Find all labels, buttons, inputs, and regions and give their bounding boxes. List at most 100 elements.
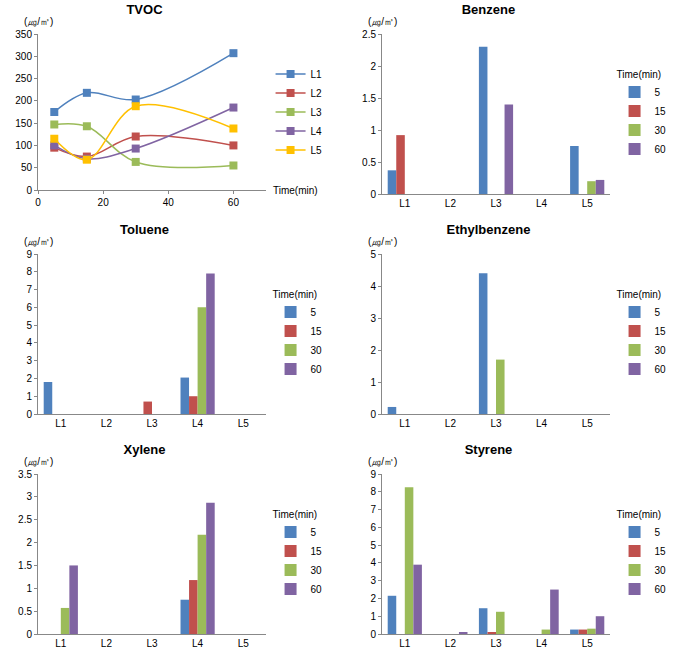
svg-text:L1: L1: [55, 418, 67, 429]
svg-text:5: 5: [26, 320, 32, 331]
svg-text:L1: L1: [399, 418, 411, 429]
svg-text:0: 0: [370, 189, 376, 200]
svg-text:3: 3: [26, 355, 32, 366]
svg-text:L3: L3: [490, 638, 502, 649]
svg-text:60: 60: [655, 584, 667, 595]
svg-text:6: 6: [26, 302, 32, 313]
svg-text:1: 1: [370, 377, 376, 388]
svg-text:Time(min): Time(min): [273, 509, 318, 520]
svg-text:L3: L3: [311, 107, 323, 118]
svg-text:TVOC: TVOC: [126, 2, 163, 17]
svg-text:2: 2: [26, 373, 32, 384]
svg-text:(㎍/㎥): (㎍/㎥): [368, 456, 397, 467]
svg-text:30: 30: [655, 345, 667, 356]
svg-text:L5: L5: [582, 198, 594, 209]
svg-text:0: 0: [26, 185, 32, 196]
svg-text:L4: L4: [536, 638, 548, 649]
svg-text:40: 40: [163, 197, 175, 208]
svg-text:Time(min): Time(min): [273, 185, 318, 196]
svg-text:60: 60: [311, 584, 323, 595]
svg-text:L4: L4: [536, 418, 548, 429]
svg-text:8: 8: [370, 486, 376, 497]
svg-text:5: 5: [311, 307, 317, 318]
svg-text:4: 4: [370, 281, 376, 292]
svg-text:L4: L4: [311, 126, 323, 137]
svg-text:3: 3: [370, 575, 376, 586]
svg-text:Time(min): Time(min): [617, 509, 662, 520]
svg-text:4: 4: [26, 337, 32, 348]
svg-text:0.5: 0.5: [362, 157, 376, 168]
svg-text:8: 8: [26, 266, 32, 277]
svg-text:L1: L1: [399, 198, 411, 209]
svg-text:L5: L5: [238, 418, 250, 429]
svg-text:L1: L1: [399, 638, 411, 649]
svg-text:0: 0: [370, 409, 376, 420]
svg-text:0: 0: [370, 629, 376, 640]
svg-text:200: 200: [15, 95, 32, 106]
svg-text:L2: L2: [101, 638, 113, 649]
svg-text:30: 30: [311, 345, 323, 356]
svg-text:L3: L3: [490, 418, 502, 429]
svg-text:Toluene: Toluene: [120, 222, 169, 237]
svg-text:(㎍/㎥): (㎍/㎥): [24, 236, 53, 247]
svg-text:L4: L4: [192, 638, 204, 649]
svg-text:(㎍/㎥): (㎍/㎥): [368, 236, 397, 247]
svg-text:15: 15: [655, 326, 667, 337]
svg-text:L1: L1: [55, 638, 67, 649]
svg-text:1.5: 1.5: [18, 560, 32, 571]
svg-text:L2: L2: [445, 638, 457, 649]
svg-text:60: 60: [311, 364, 323, 375]
svg-text:6: 6: [370, 522, 376, 533]
svg-text:0: 0: [26, 409, 32, 420]
svg-text:7: 7: [26, 284, 32, 295]
svg-text:0: 0: [35, 197, 41, 208]
svg-text:L4: L4: [536, 198, 548, 209]
svg-text:5: 5: [370, 540, 376, 551]
svg-text:1: 1: [26, 583, 32, 594]
svg-text:5: 5: [655, 87, 661, 98]
svg-text:60: 60: [655, 144, 667, 155]
svg-text:250: 250: [15, 73, 32, 84]
svg-text:15: 15: [311, 326, 323, 337]
svg-text:Time(min): Time(min): [273, 289, 318, 300]
svg-text:L3: L3: [146, 418, 158, 429]
svg-text:3: 3: [26, 491, 32, 502]
svg-text:60: 60: [228, 197, 240, 208]
svg-text:L2: L2: [311, 88, 323, 99]
svg-text:L3: L3: [490, 198, 502, 209]
svg-text:150: 150: [15, 118, 32, 129]
svg-text:L3: L3: [146, 638, 158, 649]
svg-text:Ethylbenzene: Ethylbenzene: [447, 222, 531, 237]
svg-text:7: 7: [370, 504, 376, 515]
svg-text:3.5: 3.5: [18, 469, 32, 480]
svg-text:5: 5: [655, 307, 661, 318]
svg-text:5: 5: [311, 527, 317, 538]
svg-text:15: 15: [311, 546, 323, 557]
svg-text:15: 15: [655, 546, 667, 557]
svg-text:2: 2: [370, 61, 376, 72]
svg-text:2: 2: [370, 593, 376, 604]
svg-text:2.5: 2.5: [18, 514, 32, 525]
svg-text:0.5: 0.5: [18, 606, 32, 617]
svg-text:0: 0: [26, 629, 32, 640]
svg-text:9: 9: [26, 249, 32, 260]
svg-text:5: 5: [370, 249, 376, 260]
svg-text:5: 5: [655, 527, 661, 538]
svg-text:L5: L5: [311, 145, 323, 156]
svg-text:L5: L5: [582, 418, 594, 429]
svg-text:1: 1: [370, 611, 376, 622]
svg-text:L2: L2: [101, 418, 113, 429]
svg-text:3: 3: [370, 313, 376, 324]
svg-text:2.5: 2.5: [362, 29, 376, 40]
svg-text:1.5: 1.5: [362, 93, 376, 104]
svg-text:30: 30: [655, 125, 667, 136]
svg-text:(㎍/㎥): (㎍/㎥): [368, 16, 397, 27]
svg-text:Xylene: Xylene: [124, 442, 166, 457]
svg-text:2: 2: [370, 345, 376, 356]
svg-text:15: 15: [655, 106, 667, 117]
svg-text:1: 1: [370, 125, 376, 136]
svg-text:4: 4: [370, 557, 376, 568]
svg-text:2: 2: [26, 537, 32, 548]
svg-text:50: 50: [21, 162, 33, 173]
svg-text:Time(min): Time(min): [617, 289, 662, 300]
